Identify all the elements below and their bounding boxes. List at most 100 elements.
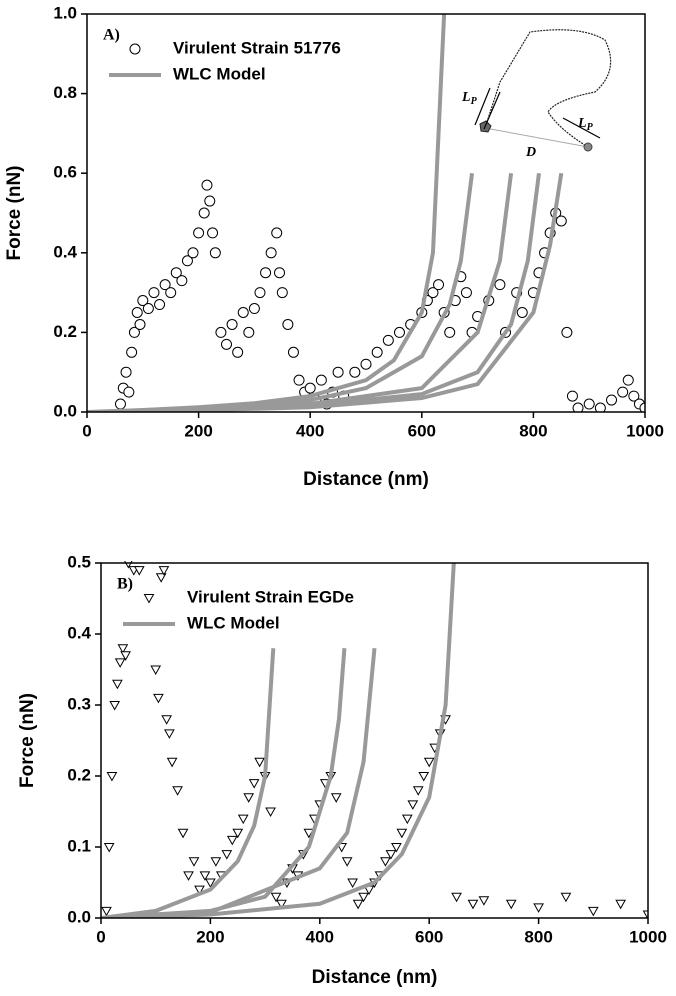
point	[401, 814, 413, 825]
point	[330, 793, 342, 803]
point	[572, 402, 584, 412]
inset-label-main: L	[461, 90, 471, 105]
point	[606, 394, 618, 406]
point	[382, 334, 394, 346]
point	[188, 857, 200, 867]
point	[154, 299, 166, 311]
point	[271, 227, 283, 239]
point	[587, 906, 599, 917]
point	[134, 318, 146, 330]
point	[516, 307, 528, 318]
panel-label: B)	[117, 576, 133, 593]
point	[101, 906, 112, 917]
point	[460, 287, 472, 299]
y-axis-title: Force (nN)	[4, 166, 25, 261]
point	[433, 279, 445, 291]
point	[293, 374, 305, 386]
y-axis-title: Force (nN)	[17, 693, 38, 788]
point	[451, 892, 462, 903]
x-axis-title: Distance (nm)	[312, 967, 438, 988]
point	[617, 386, 629, 398]
point	[112, 679, 123, 690]
y-tick-label: 0.2	[67, 765, 91, 784]
point	[232, 346, 244, 358]
plot-area	[87, 13, 645, 412]
legend-label: Virulent Strain EGDe	[187, 587, 354, 606]
point	[187, 247, 199, 259]
point	[639, 402, 645, 412]
x-tick-label: 600	[408, 421, 436, 440]
point	[341, 857, 353, 867]
x-tick-label: 400	[306, 927, 334, 946]
point	[393, 326, 405, 338]
point	[418, 772, 430, 782]
point	[505, 899, 517, 910]
point	[349, 366, 361, 378]
point	[176, 275, 188, 287]
point	[243, 793, 255, 803]
point	[226, 318, 238, 330]
point	[177, 828, 189, 839]
point	[170, 267, 182, 279]
inset-label: LP	[461, 90, 478, 107]
point	[444, 326, 456, 338]
y-tick-label: 0.8	[53, 83, 77, 102]
inset-arrow	[483, 91, 501, 130]
point	[181, 255, 193, 267]
plot-frame	[100, 562, 649, 919]
point	[207, 227, 219, 239]
point	[201, 179, 213, 191]
point	[137, 295, 149, 307]
point	[221, 850, 233, 860]
legend-label: WLC Model	[173, 64, 266, 83]
point	[117, 644, 129, 654]
x-tick-label: 0	[82, 421, 91, 440]
point	[131, 307, 143, 318]
point	[199, 871, 211, 881]
point	[315, 374, 327, 386]
inset-label-sub: P	[471, 96, 478, 107]
point	[237, 814, 249, 825]
point	[243, 326, 255, 338]
inset-chain	[484, 29, 612, 148]
point	[622, 374, 634, 386]
point	[467, 899, 479, 910]
point	[153, 693, 164, 704]
point	[172, 786, 183, 796]
legend-label: WLC Model	[187, 613, 280, 632]
point	[133, 566, 145, 576]
x-tick-label: 200	[184, 421, 212, 440]
x-axis-title: Distance (nm)	[303, 469, 429, 490]
point	[194, 885, 205, 896]
point	[265, 247, 277, 259]
point	[642, 910, 648, 918]
x-tick-label: 1000	[629, 927, 667, 946]
point	[215, 326, 227, 338]
inset-label-main: L	[577, 116, 587, 131]
inset-distance	[484, 127, 589, 148]
point	[594, 402, 606, 412]
inset-end	[583, 142, 593, 152]
point	[143, 594, 155, 604]
wlc-curve	[87, 13, 564, 412]
point	[358, 892, 369, 903]
point	[412, 786, 424, 796]
x-tick-label: 1000	[626, 421, 664, 440]
point	[210, 857, 222, 867]
point	[158, 566, 170, 576]
wlc-curve	[101, 562, 456, 918]
point	[396, 828, 408, 839]
point	[274, 267, 286, 279]
point	[129, 43, 141, 55]
point	[533, 903, 544, 913]
inset-arrow	[562, 117, 601, 139]
point	[165, 287, 177, 299]
y-tick-label: 0.4	[53, 242, 77, 261]
point	[142, 303, 154, 315]
point	[494, 279, 506, 291]
point	[347, 878, 358, 889]
point	[123, 386, 135, 398]
point	[166, 757, 178, 768]
point	[155, 573, 167, 583]
